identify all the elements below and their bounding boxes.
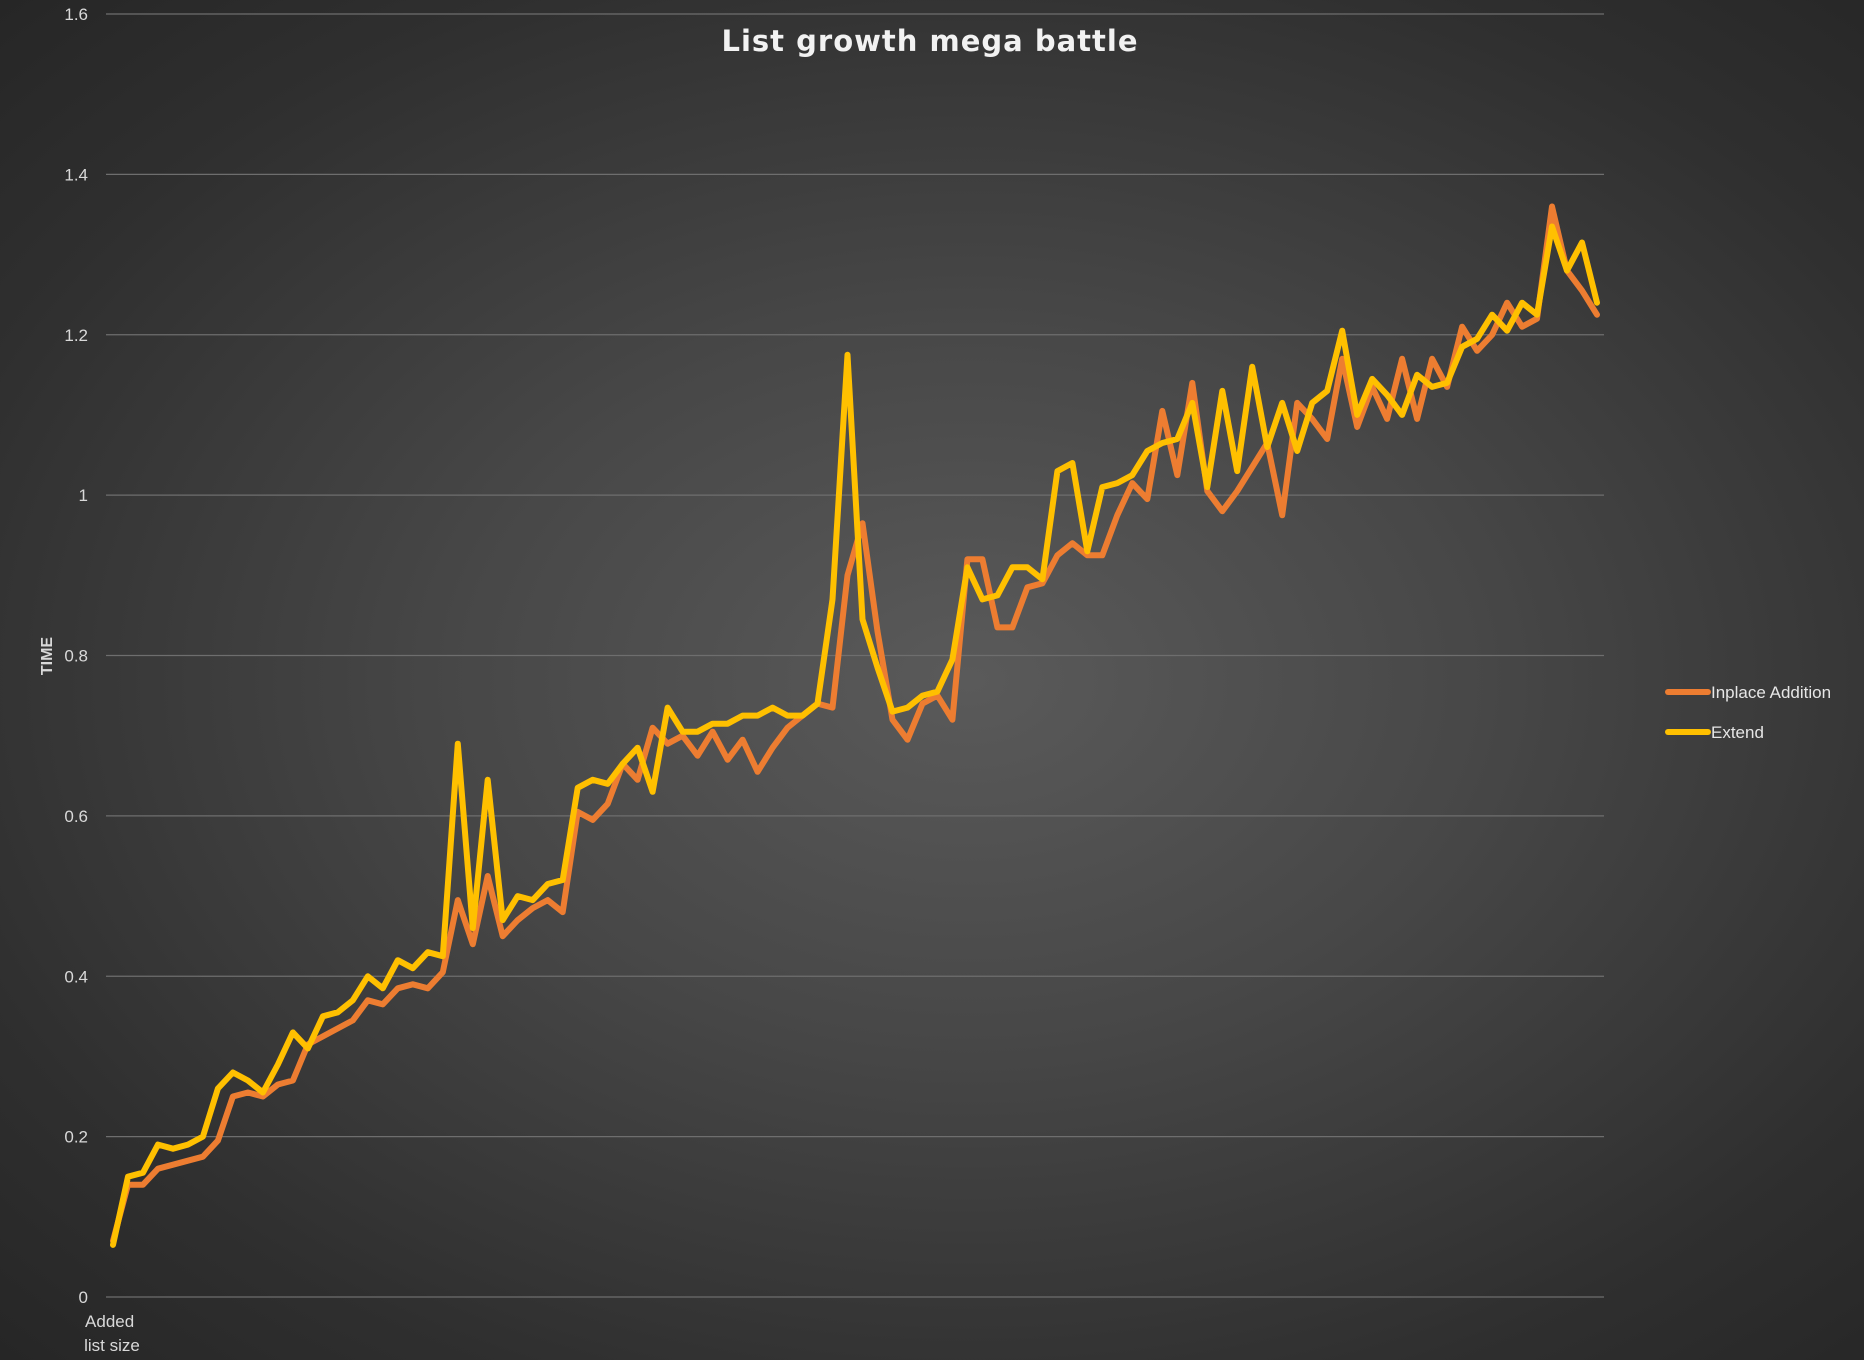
x-axis-title-line-2: list size: [84, 1336, 140, 1355]
chart-title: List growth mega battle: [722, 24, 1139, 58]
legend-label: Extend: [1711, 723, 1764, 742]
series-lines: [110, 203, 1600, 1248]
series-line-extend: [110, 223, 1600, 1248]
y-tick-label: 1.2: [64, 326, 88, 345]
x-axis-title-line-1: Added: [85, 1312, 134, 1331]
legend-label: Inplace Addition: [1711, 683, 1831, 702]
y-tick-label: 1.6: [64, 5, 88, 24]
y-axis-ticks: 0 0.2 0.4 0.6 0.8 1 1.2 1.4 1.6: [64, 5, 88, 1307]
y-tick-label: 0.4: [64, 967, 88, 986]
legend: Inplace Addition Extend: [1665, 683, 1831, 742]
y-axis-title: TIME: [39, 637, 56, 676]
y-tick-label: 0: [79, 1288, 88, 1307]
x-axis-title: Added list size: [84, 1312, 140, 1355]
gridlines: [106, 13, 1604, 1298]
series-line-inplace-addition: [110, 203, 1600, 1244]
y-tick-label: 0.6: [64, 807, 88, 826]
y-tick-label: 1.4: [64, 165, 88, 184]
y-tick-label: 1: [79, 486, 88, 505]
y-tick-label: 0.2: [64, 1128, 88, 1147]
y-tick-label: 0.8: [64, 647, 88, 666]
